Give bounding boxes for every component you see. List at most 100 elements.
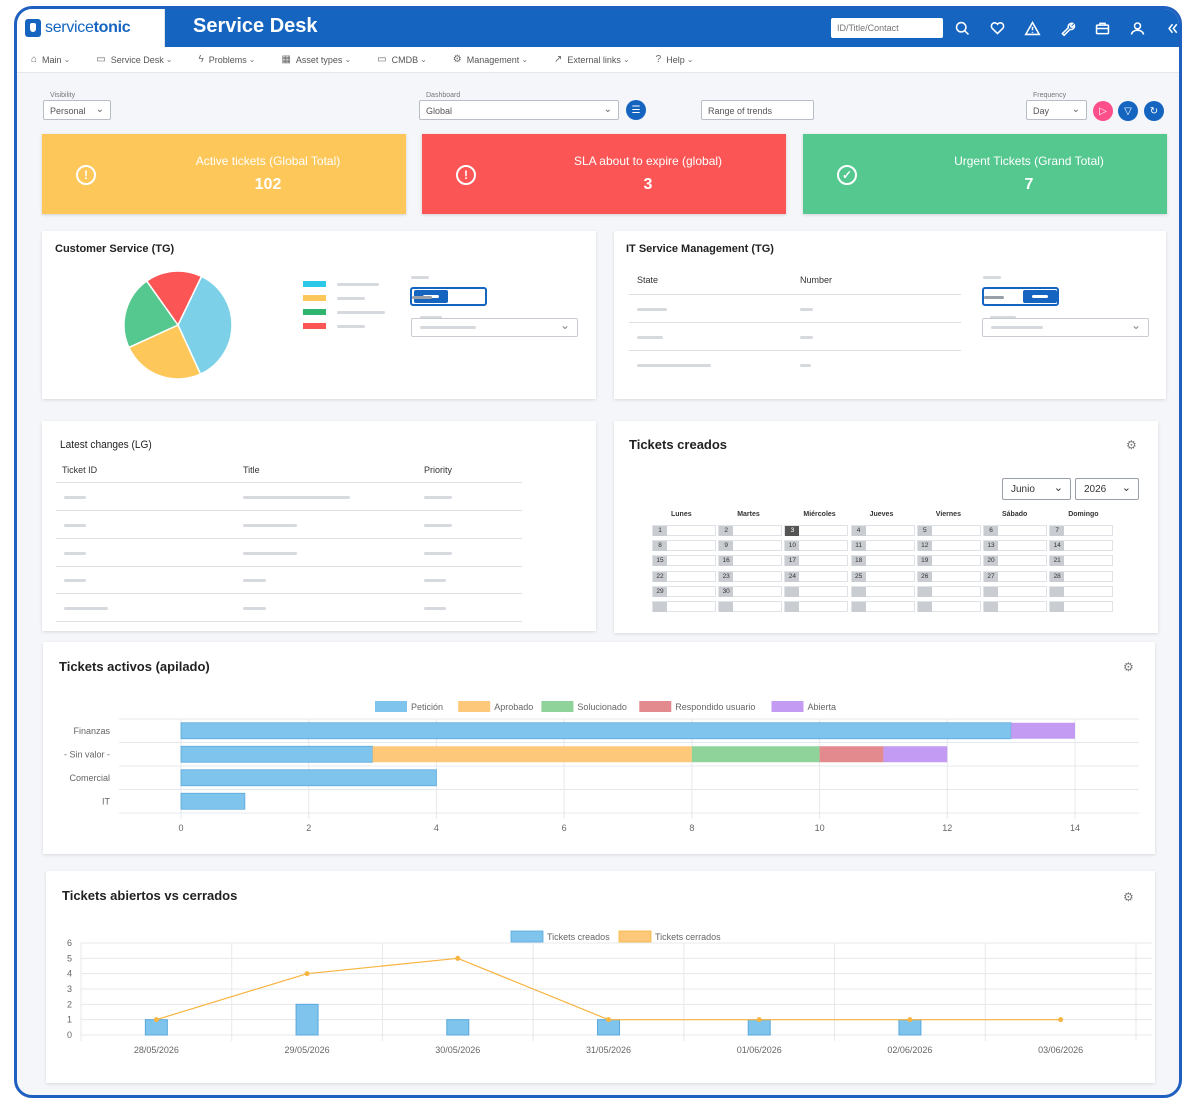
calendar-day-cell[interactable] bbox=[652, 601, 716, 612]
refresh-button[interactable]: ↻ bbox=[1144, 101, 1164, 121]
calendar-day-cell[interactable]: 29 bbox=[652, 585, 716, 597]
calendar-day-cell[interactable]: 1 bbox=[652, 525, 716, 536]
calendar-day-cell[interactable]: 7 bbox=[1049, 525, 1114, 536]
calendar-day-cell[interactable]: 13 bbox=[983, 540, 1047, 552]
chevron-down-icon: ⌄ bbox=[95, 104, 104, 115]
legend-swatch bbox=[541, 701, 574, 712]
calendar-day-number bbox=[917, 602, 932, 612]
calendar-day-cell[interactable] bbox=[983, 601, 1047, 612]
calendar-day-cell[interactable]: 21 bbox=[1049, 555, 1114, 567]
calendar-day-cell[interactable]: 28 bbox=[1049, 570, 1114, 582]
dashboard-select[interactable]: Dashboard Global ⌄ bbox=[419, 92, 619, 120]
alert-circle-icon: ! bbox=[76, 165, 96, 185]
range-of-trends-input[interactable]: Range of trends bbox=[701, 100, 814, 120]
calendar-day-cell[interactable]: 2 bbox=[718, 525, 783, 536]
logo[interactable]: servicetonic bbox=[17, 9, 165, 47]
y-tick-label: - Sin valor - bbox=[64, 749, 110, 759]
calendar-day-cell[interactable] bbox=[1049, 585, 1114, 597]
x-tick-label: 8 bbox=[689, 823, 694, 833]
search-icon[interactable] bbox=[951, 17, 973, 39]
collapse-icon[interactable] bbox=[1161, 17, 1179, 39]
calendar-day-cell[interactable] bbox=[916, 601, 981, 612]
year-select[interactable]: 2026 ⌄ bbox=[1075, 478, 1139, 500]
filter-button[interactable]: ▽ bbox=[1118, 101, 1138, 121]
calendar-day-cell[interactable] bbox=[718, 601, 783, 612]
menu-asset-types[interactable]: ▦ Asset types ⌄ bbox=[281, 54, 352, 65]
visibility-select[interactable]: Visibility Personal ⌄ bbox=[43, 92, 111, 120]
calendar-day-cell[interactable]: 23 bbox=[718, 570, 783, 582]
calendar-day-cell[interactable]: 5 bbox=[916, 525, 981, 536]
gear-icon[interactable]: ⚙ bbox=[1123, 890, 1134, 904]
calendar-day-number bbox=[1050, 586, 1065, 597]
search-input[interactable] bbox=[831, 18, 943, 38]
main-menu: ⌂ Main ⌄ ▭ Service Desk ⌄ ϟ Problems ⌄ ▦ Asset … bbox=[17, 47, 1179, 73]
briefcase-icon[interactable] bbox=[1091, 17, 1113, 39]
calendar-day-cell[interactable]: 30 bbox=[718, 585, 783, 597]
stat-card-urgent-tickets[interactable]: ✓ Urgent Tickets (Grand Total) 7 bbox=[803, 134, 1167, 214]
menu-help[interactable]: ? Help ⌄ bbox=[655, 54, 694, 65]
calendar-day-cell[interactable]: 10 bbox=[784, 540, 849, 552]
menu-main[interactable]: ⌂ Main ⌄ bbox=[31, 54, 71, 65]
legend-label: Abierta bbox=[808, 702, 837, 712]
calendar-day-cell[interactable]: 11 bbox=[850, 540, 915, 552]
calendar-day-cell[interactable]: 14 bbox=[1049, 540, 1114, 552]
chevron-down-icon: ⌄ bbox=[603, 104, 612, 115]
y-tick-label: 2 bbox=[67, 999, 72, 1009]
calendar-day-cell[interactable]: 8 bbox=[652, 540, 716, 552]
play-icon: ▷ bbox=[1099, 105, 1107, 117]
play-button[interactable]: ▷ bbox=[1093, 101, 1113, 121]
y-tick-label: 6 bbox=[67, 938, 72, 948]
calendar-day-cell[interactable]: 22 bbox=[652, 570, 716, 582]
calendar-day-cell[interactable]: 12 bbox=[916, 540, 981, 552]
calendar-day-cell[interactable] bbox=[784, 601, 849, 612]
calendar-day-cell[interactable]: 20 bbox=[983, 555, 1047, 567]
calendar-day-cell[interactable]: 19 bbox=[916, 555, 981, 567]
calendar-day-cell[interactable] bbox=[1049, 601, 1114, 612]
x-tick-label: 6 bbox=[562, 823, 567, 833]
user-icon[interactable] bbox=[1126, 17, 1148, 39]
calendar-day-cell[interactable] bbox=[916, 585, 981, 597]
menu-service-desk[interactable]: ▭ Service Desk ⌄ bbox=[96, 54, 173, 65]
menu-cmdb[interactable]: ▭ CMDB ⌄ bbox=[377, 54, 427, 65]
stat-card-sla-expire[interactable]: ! SLA about to expire (global) 3 bbox=[422, 134, 786, 214]
month-select[interactable]: Junio ⌄ bbox=[1002, 478, 1071, 500]
calendar-day-cell[interactable]: 17 bbox=[784, 555, 849, 567]
chevron-down-icon: ⌄ bbox=[63, 55, 71, 64]
menu-management[interactable]: ⚙ Management ⌄ bbox=[452, 54, 529, 65]
warning-icon[interactable] bbox=[1021, 17, 1043, 39]
bar-segment bbox=[180, 745, 373, 763]
calendar-day-cell[interactable]: 26 bbox=[916, 570, 981, 582]
calendar-day-cell[interactable]: 6 bbox=[983, 525, 1047, 536]
group-by-select[interactable] bbox=[411, 318, 578, 337]
calendar-day-cell[interactable]: 16 bbox=[718, 555, 783, 567]
calendar-day-cell[interactable] bbox=[850, 601, 915, 612]
calendar-day-cell[interactable]: 18 bbox=[850, 555, 915, 567]
calendar-day-cell[interactable]: 4 bbox=[850, 525, 915, 536]
calendar-day-number: 24 bbox=[785, 571, 800, 582]
gear-icon[interactable]: ⚙ bbox=[1123, 660, 1134, 674]
frequency-select[interactable]: Frequency Day ⌄ bbox=[1026, 92, 1087, 120]
view-toggle[interactable] bbox=[982, 287, 1059, 306]
heart-icon[interactable] bbox=[986, 17, 1008, 39]
calendar-day-cell[interactable]: 24 bbox=[784, 570, 849, 582]
group-by-select[interactable] bbox=[982, 318, 1149, 337]
wrench-icon[interactable] bbox=[1056, 17, 1078, 39]
calendar-day-number: 25 bbox=[851, 571, 866, 582]
view-toggle[interactable] bbox=[410, 287, 487, 306]
calendar-day-cell[interactable] bbox=[983, 585, 1047, 597]
calendar-day-cell[interactable]: 15 bbox=[652, 555, 716, 567]
external-link-icon: ↗ bbox=[554, 54, 563, 65]
stat-card-active-tickets[interactable]: ! Active tickets (Global Total) 102 bbox=[42, 134, 406, 214]
calendar-day-cell[interactable]: 3 bbox=[784, 525, 849, 536]
bar bbox=[295, 1003, 319, 1036]
x-tick-label: 29/05/2026 bbox=[285, 1045, 330, 1055]
menu-problems[interactable]: ϟ Problems ⌄ bbox=[198, 54, 256, 65]
calendar-day-cell[interactable]: 9 bbox=[718, 540, 783, 552]
dashboard-settings-button[interactable]: ☰ bbox=[626, 100, 646, 120]
gear-icon[interactable]: ⚙ bbox=[1126, 438, 1137, 452]
menu-external-links[interactable]: ↗ External links ⌄ bbox=[554, 54, 630, 65]
calendar-day-cell[interactable] bbox=[850, 585, 915, 597]
calendar-day-cell[interactable] bbox=[784, 585, 849, 597]
calendar-day-cell[interactable]: 27 bbox=[983, 570, 1047, 582]
calendar-day-cell[interactable]: 25 bbox=[850, 570, 915, 582]
